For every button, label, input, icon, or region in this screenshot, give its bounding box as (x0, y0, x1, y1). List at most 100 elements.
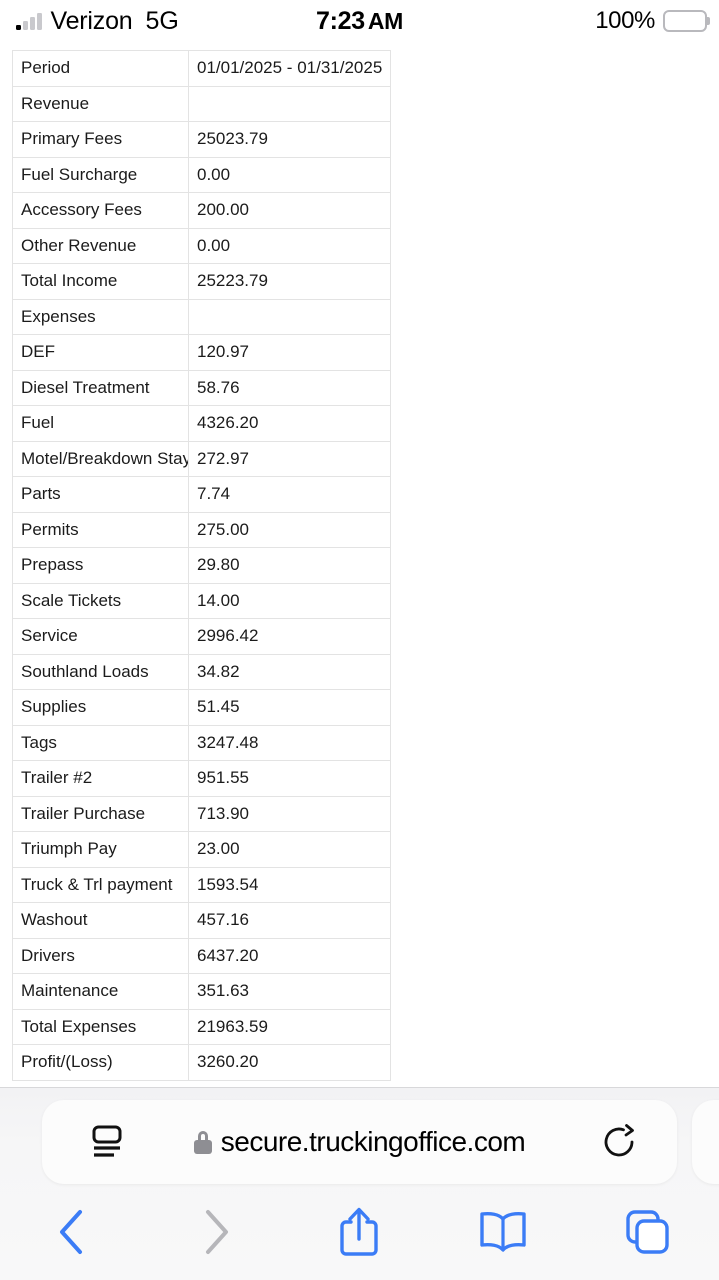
table-row: Supplies 51.45 (12, 689, 391, 726)
row-label: Primary Fees (12, 121, 189, 158)
row-value: 275.00 (188, 511, 391, 548)
row-value: 457.16 (188, 902, 391, 939)
row-label: Accessory Fees (12, 192, 189, 229)
table-row: Truck & Trl payment 1593.54 (12, 866, 391, 903)
row-value: 7.74 (188, 476, 391, 513)
battery-icon (663, 10, 710, 32)
battery-percent-label: 100% (595, 7, 655, 34)
table-row: Trailer #2 951.55 (12, 760, 391, 797)
table-row: Drivers 6437.20 (12, 937, 391, 974)
row-label: Revenue (12, 85, 189, 122)
url-text: secure.truckingoffice.com (220, 1126, 526, 1157)
row-label: Washout (12, 902, 189, 939)
row-label: Fuel Surcharge (12, 156, 189, 193)
safari-toolbar (0, 1184, 719, 1280)
row-label: Tags (12, 724, 189, 761)
row-value: 58.76 (188, 369, 391, 406)
row-label: Motel/Breakdown Stay (12, 440, 189, 477)
table-row: Scale Tickets 14.00 (12, 582, 391, 619)
row-value: 25023.79 (188, 121, 391, 158)
table-row: DEF 120.97 (12, 334, 391, 371)
table-row: Washout 457.16 (12, 902, 391, 939)
row-value: 1593.54 (188, 866, 391, 903)
table-row: Primary Fees 25023.79 (12, 121, 391, 158)
status-bar-clock: 7:23 AM (0, 0, 719, 42)
row-value: 200.00 (188, 192, 391, 229)
row-label: Expenses (12, 298, 189, 335)
row-label: Truck & Trl payment (12, 866, 189, 903)
cellular-signal-icon (16, 12, 42, 30)
table-row: Tags 3247.48 (12, 724, 391, 761)
table-row: Maintenance 351.63 (12, 973, 391, 1010)
table-row: Fuel Surcharge 0.00 (12, 156, 391, 193)
row-label: Triumph Pay (12, 831, 189, 868)
table-row: Triumph Pay 23.00 (12, 831, 391, 868)
table-row: Accessory Fees 200.00 (12, 192, 391, 229)
row-value: 3247.48 (188, 724, 391, 761)
table-row: Profit/(Loss) 3260.20 (12, 1044, 391, 1081)
clock-time: 7:23 (315, 6, 365, 35)
row-label: Total Income (12, 263, 189, 300)
table-row: Total Expenses 21963.59 (12, 1008, 391, 1045)
row-value: 01/01/2025 - 01/31/2025 (188, 50, 391, 87)
carrier-label: Verizon (50, 6, 133, 35)
bookmarks-button[interactable] (431, 1184, 575, 1280)
address-bar[interactable]: secure.truckingoffice.com (42, 1100, 677, 1184)
row-value: 25223.79 (188, 263, 391, 300)
reload-icon[interactable] (601, 1124, 637, 1160)
forward-button[interactable] (144, 1184, 288, 1280)
row-value: 3260.20 (188, 1044, 391, 1081)
row-value: 4326.20 (188, 405, 391, 442)
table-row: Diesel Treatment 58.76 (12, 369, 391, 406)
share-button[interactable] (288, 1184, 432, 1280)
row-value: 713.90 (188, 795, 391, 832)
row-label: Parts (12, 476, 189, 513)
row-label: Service (12, 618, 189, 655)
row-value (188, 85, 391, 122)
status-bar-right: 100% (595, 0, 710, 42)
row-value: 14.00 (188, 582, 391, 619)
table-row: Fuel 4326.20 (12, 405, 391, 442)
row-value (188, 298, 391, 335)
page-settings-icon[interactable] (90, 1125, 128, 1159)
row-value: 51.45 (188, 689, 391, 726)
row-value: 34.82 (188, 653, 391, 690)
row-label: Other Revenue (12, 227, 189, 264)
table-row: Parts 7.74 (12, 476, 391, 513)
row-value: 272.97 (188, 440, 391, 477)
row-label: Trailer Purchase (12, 795, 189, 832)
table-row: Prepass 29.80 (12, 547, 391, 584)
table-row: Expenses (12, 298, 391, 335)
row-label: Scale Tickets (12, 582, 189, 619)
row-value: 6437.20 (188, 937, 391, 974)
table-row: Revenue (12, 85, 391, 122)
table-row: Permits 275.00 (12, 511, 391, 548)
row-label: Fuel (12, 405, 189, 442)
tabs-button[interactable] (575, 1184, 719, 1280)
table-row: Southland Loads 34.82 (12, 653, 391, 690)
clock-ampm: AM (367, 7, 403, 34)
row-label: Drivers (12, 937, 189, 974)
table-row: Motel/Breakdown Stay 272.97 (12, 440, 391, 477)
row-value: 2996.42 (188, 618, 391, 655)
row-label: DEF (12, 334, 189, 371)
lock-icon (193, 1130, 212, 1154)
row-label: Maintenance (12, 973, 189, 1010)
row-value: 351.63 (188, 973, 391, 1010)
table-row: Trailer Purchase 713.90 (12, 795, 391, 832)
row-value: 29.80 (188, 547, 391, 584)
row-label: Trailer #2 (12, 760, 189, 797)
row-label: Permits (12, 511, 189, 548)
row-label: Period (12, 50, 189, 87)
row-label: Profit/(Loss) (12, 1044, 189, 1081)
row-label: Southland Loads (12, 653, 189, 690)
row-value: 21963.59 (188, 1008, 391, 1045)
safari-tab-strip: secure.truckingoffice.com (0, 1100, 719, 1184)
back-button[interactable] (0, 1184, 144, 1280)
status-bar: Verizon 5G 7:23 AM 100% (0, 0, 719, 42)
row-value: 120.97 (188, 334, 391, 371)
status-bar-left: Verizon 5G (16, 0, 179, 42)
adjacent-tab[interactable] (692, 1100, 719, 1184)
network-type-label: 5G (145, 6, 179, 35)
row-value: 0.00 (188, 156, 391, 193)
